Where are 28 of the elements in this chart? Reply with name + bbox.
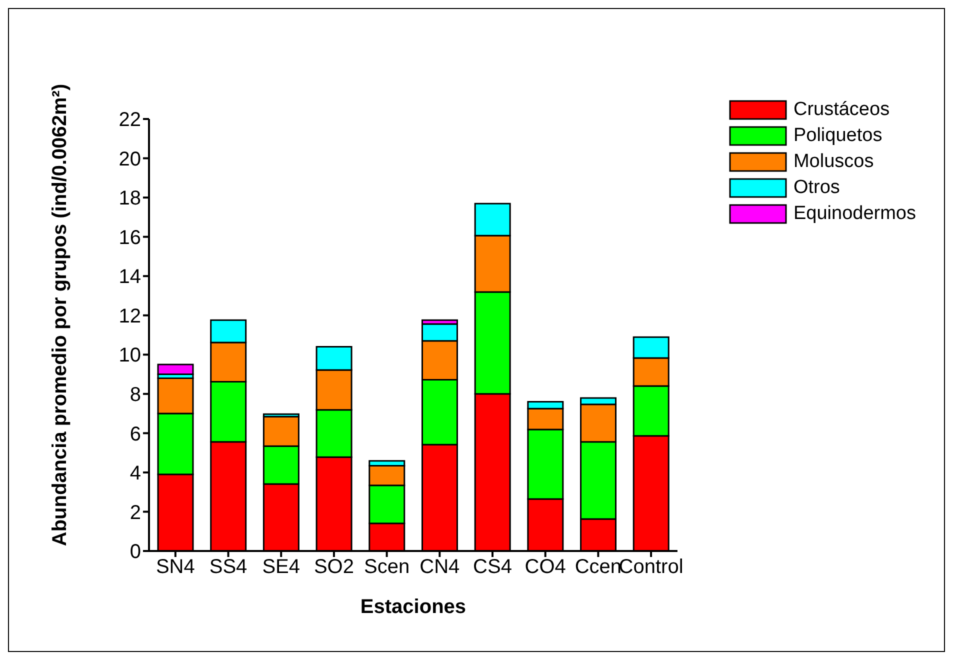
legend-label: Moluscos <box>793 151 874 173</box>
x-tick-label: SS4 <box>209 556 248 578</box>
x-tick-label: CN4 <box>420 556 460 578</box>
x-tick-label: SO2 <box>314 556 354 578</box>
y-tick-label: 6 <box>130 423 141 446</box>
x-tick-label: SN4 <box>156 556 195 578</box>
x-tick-label: CS4 <box>473 556 512 578</box>
x-axis-title: Estaciones <box>360 596 466 618</box>
y-tick-label: 20 <box>118 148 141 170</box>
y-axis-title: Abundancia promedio por grupos (ind/0.0062m²) <box>49 84 72 546</box>
y-tick-label: 10 <box>118 344 141 367</box>
x-tick-label: CO4 <box>524 556 566 578</box>
y-tick-label: 2 <box>130 502 141 524</box>
y-tick-label: 22 <box>118 109 141 132</box>
y-tick-label: 4 <box>130 462 141 485</box>
x-tick-label: Scen <box>364 556 410 578</box>
y-tick-label: 18 <box>118 188 141 210</box>
legend-label: Equinodermos <box>793 203 916 225</box>
legend-label: Poliquetos <box>793 125 882 147</box>
y-tick-label: 0 <box>130 541 141 564</box>
bar <box>157 364 194 376</box>
y-tick-label: 8 <box>130 384 141 406</box>
legend-label: Crustáceos <box>793 99 890 121</box>
legend-label: Otros <box>793 177 840 199</box>
y-tick-label: 12 <box>118 305 141 328</box>
y-tick-label: 16 <box>118 226 141 249</box>
y-tick-label: 14 <box>118 266 141 288</box>
x-tick-label: SE4 <box>262 556 300 578</box>
